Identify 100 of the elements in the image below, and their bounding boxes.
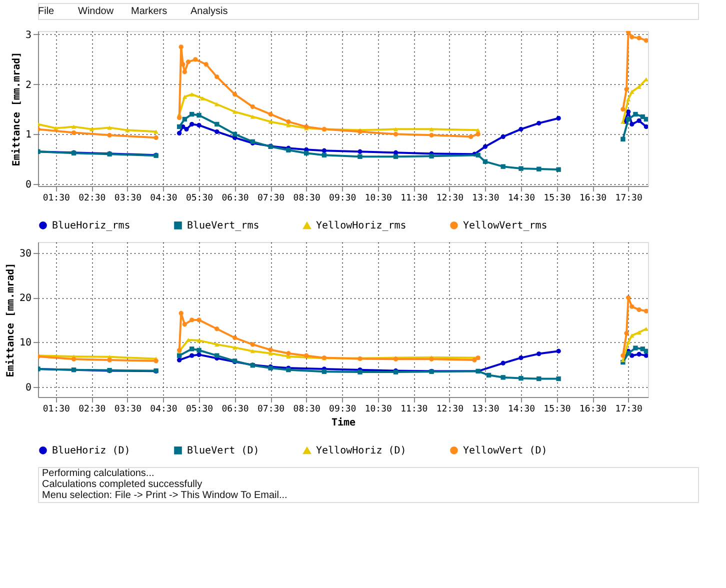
point	[189, 122, 194, 127]
x-tick-label: 05:30	[186, 194, 214, 204]
x-tick-label: 05:30	[186, 404, 214, 414]
legend-label: YellowVert (D)	[463, 445, 548, 456]
x-tick-label: 01:30	[42, 404, 70, 414]
point	[232, 110, 238, 114]
point	[176, 358, 182, 362]
point	[304, 353, 309, 358]
point	[232, 346, 238, 350]
point	[214, 74, 220, 80]
point	[644, 308, 648, 314]
point	[556, 348, 561, 354]
y-tick-label: 3	[25, 30, 32, 41]
point	[186, 60, 191, 64]
point	[182, 94, 188, 99]
point	[518, 166, 524, 171]
point	[393, 154, 398, 159]
point	[500, 134, 506, 139]
point	[536, 166, 542, 172]
point	[232, 132, 238, 137]
point	[322, 152, 327, 158]
point	[196, 122, 202, 128]
point	[154, 135, 158, 140]
x-tick-label: 02:30	[78, 404, 106, 414]
point	[358, 149, 362, 154]
point	[636, 330, 642, 334]
point	[476, 132, 480, 137]
point	[393, 132, 398, 137]
x-tick-label: 03:30	[114, 404, 142, 414]
point	[620, 136, 626, 142]
point	[268, 347, 273, 352]
point	[486, 372, 492, 378]
x-tick-label: 08:30	[293, 404, 320, 414]
point	[630, 90, 634, 94]
legend-label: YellowHoriz_rms	[316, 220, 406, 232]
point	[476, 152, 480, 158]
point	[186, 338, 191, 342]
x-tick-label: 10:30	[364, 404, 392, 414]
point	[107, 132, 112, 138]
y-tick-label: 10	[19, 338, 32, 349]
x-tick-label: 12:30	[436, 194, 464, 204]
text: Calculations completed successfully	[42, 479, 202, 490]
point	[644, 124, 648, 130]
x-tick-label: 09:30	[329, 404, 356, 414]
point	[322, 148, 327, 153]
point	[176, 124, 182, 130]
x-tick-label: 17:30	[615, 194, 642, 204]
y-tick-label: 0	[25, 180, 32, 191]
x-tick-label: 12:30	[436, 404, 464, 414]
x-tick-label: 08:30	[293, 194, 320, 204]
text: Analysis	[190, 6, 228, 17]
x-tick-label: 17:30	[615, 404, 642, 414]
point	[626, 295, 631, 300]
point	[624, 330, 629, 336]
point	[304, 150, 309, 156]
x-tick-label: 06:30	[222, 404, 249, 414]
point	[556, 376, 561, 382]
x-tick-label: 13:30	[472, 404, 500, 414]
point	[536, 376, 542, 382]
point	[620, 106, 626, 112]
y-tick-label: 20	[19, 293, 32, 304]
point	[518, 126, 524, 132]
point	[468, 134, 474, 139]
point	[393, 127, 398, 132]
point	[358, 154, 362, 159]
text: Markers	[131, 6, 168, 17]
point	[232, 335, 238, 340]
point	[154, 358, 158, 364]
point	[214, 326, 220, 332]
x-tick-label: 15:30	[544, 194, 571, 204]
y-axis-title: Emittance [mm.mrad]	[4, 262, 16, 378]
point	[536, 120, 542, 126]
point	[250, 114, 256, 119]
point	[626, 97, 631, 102]
point	[189, 353, 194, 358]
point	[429, 154, 434, 158]
point	[636, 118, 642, 124]
point	[644, 116, 648, 122]
point	[250, 349, 256, 354]
point	[630, 353, 634, 358]
text: Performing calculations...	[42, 468, 154, 479]
x-tick-label: 01:30	[42, 194, 70, 204]
point	[250, 342, 256, 347]
y-tick-label: 2	[25, 80, 32, 91]
point	[630, 34, 634, 40]
point	[176, 130, 182, 136]
point	[176, 353, 182, 358]
point	[636, 36, 642, 40]
point	[636, 352, 642, 357]
legend-label: YellowHoriz (D)	[316, 446, 406, 457]
x-tick-label: 04:30	[150, 404, 178, 414]
x-tick-label: 16:30	[580, 194, 607, 204]
point	[250, 104, 256, 110]
point	[178, 310, 184, 316]
point	[429, 132, 434, 138]
legend-label: BlueVert_rms	[187, 220, 260, 232]
point	[178, 44, 184, 50]
point	[536, 351, 542, 356]
point	[636, 307, 642, 312]
y-tick-label: 1	[25, 130, 32, 141]
